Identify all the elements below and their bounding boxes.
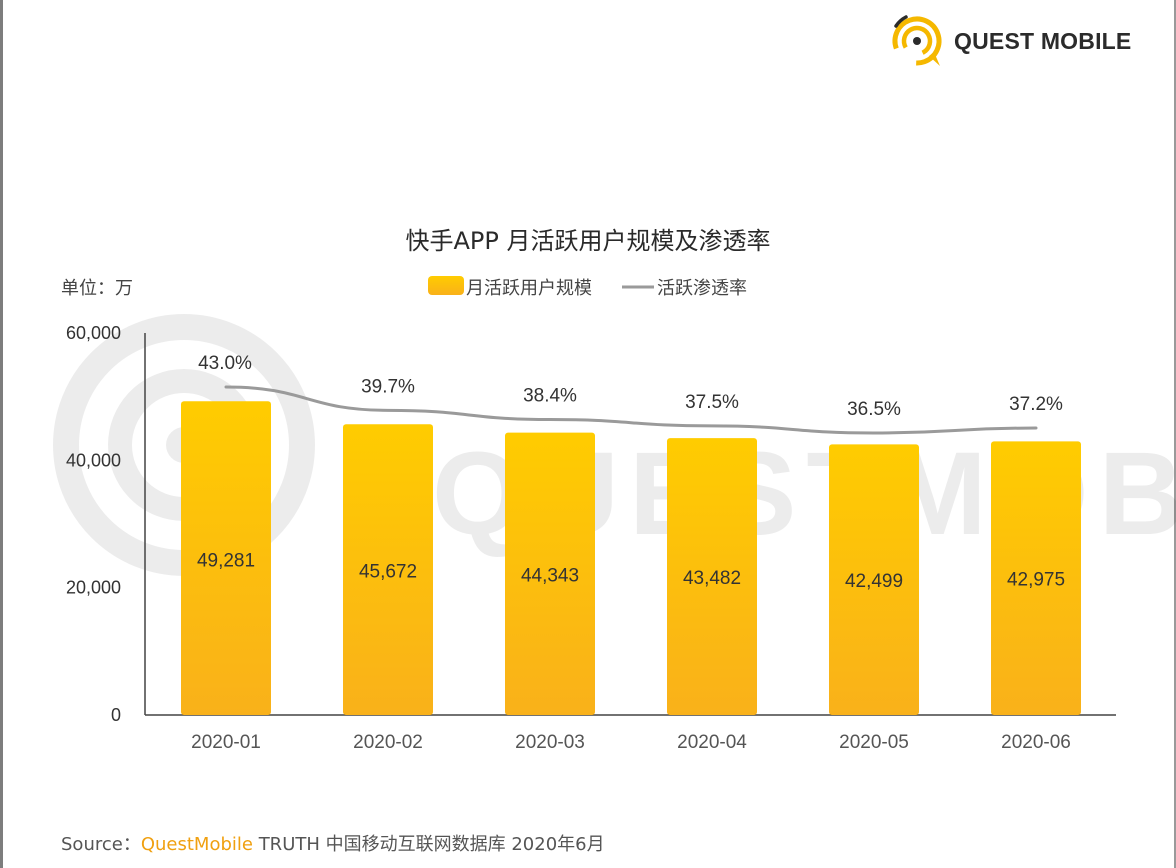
source-rest: TRUTH 中国移动互联网数据库 2020年6月 bbox=[252, 834, 605, 855]
penetration-label: 43.0% bbox=[198, 353, 252, 374]
penetration-label: 37.5% bbox=[685, 392, 739, 413]
legend-bar-swatch bbox=[428, 276, 464, 295]
x-tick-label: 2020-03 bbox=[515, 732, 585, 753]
penetration-label: 38.4% bbox=[523, 386, 577, 407]
bar-value-label: 49,281 bbox=[197, 550, 255, 571]
source-prefix: Source： bbox=[61, 834, 141, 855]
source-brand: QuestMobile bbox=[140, 834, 253, 855]
bar-2020-05 bbox=[829, 444, 919, 715]
bar-2020-04 bbox=[667, 438, 757, 715]
bar-value-label: 44,343 bbox=[521, 565, 579, 586]
x-tick-label: 2020-05 bbox=[839, 732, 909, 753]
y-tick-label: 0 bbox=[111, 705, 121, 725]
bar-2020-02 bbox=[343, 424, 433, 715]
bar-2020-03 bbox=[505, 432, 595, 715]
legend-bar-label: 月活跃用户规模 bbox=[466, 278, 592, 299]
x-tick-label: 2020-01 bbox=[191, 732, 261, 753]
bar-value-label: 42,975 bbox=[1007, 570, 1065, 591]
bar-value-label: 43,482 bbox=[683, 568, 741, 589]
bar-2020-01 bbox=[181, 401, 271, 715]
bar-value-labels: 49,281 45,672 44,343 43,482 42,499 42,975 bbox=[197, 550, 1065, 592]
penetration-label: 37.2% bbox=[1009, 394, 1063, 415]
logo-text: QUEST MOBILE bbox=[954, 27, 1132, 54]
right-border bbox=[1174, 0, 1176, 868]
bar-value-label: 45,672 bbox=[359, 561, 417, 582]
bars bbox=[181, 401, 1081, 715]
y-tick-label: 40,000 bbox=[66, 450, 121, 470]
left-border bbox=[0, 0, 3, 868]
penetration-labels: 43.0% 39.7% 38.4% 37.5% 36.5% 37.2% bbox=[198, 353, 1063, 420]
x-tick-label: 2020-04 bbox=[677, 732, 747, 753]
bar-2020-06 bbox=[991, 441, 1081, 715]
y-tick-label: 20,000 bbox=[66, 578, 121, 598]
unit-label: 单位：万 bbox=[61, 278, 133, 299]
penetration-label: 39.7% bbox=[361, 376, 415, 397]
quest-mobile-logo: QUEST MOBILE bbox=[888, 12, 1131, 70]
legend-line-label: 活跃渗透率 bbox=[657, 278, 747, 299]
source-note: Source：QuestMobile TRUTH 中国移动互联网数据库 2020… bbox=[61, 830, 605, 856]
penetration-line bbox=[224, 385, 1038, 435]
y-tick-labels: 0 20,000 40,000 60,000 bbox=[66, 323, 121, 725]
x-tick-label: 2020-02 bbox=[353, 732, 423, 753]
x-tick-label: 2020-06 bbox=[1001, 732, 1071, 753]
bar-value-label: 42,499 bbox=[845, 571, 903, 592]
chart-title: 快手APP 月活跃用户规模及渗透率 bbox=[406, 227, 771, 255]
y-tick-label: 60,000 bbox=[66, 323, 121, 343]
legend: 月活跃用户规模 活跃渗透率 bbox=[428, 276, 747, 299]
x-tick-labels: 2020-01 2020-02 2020-03 2020-04 2020-05 2020-… bbox=[191, 732, 1071, 753]
penetration-label: 36.5% bbox=[847, 399, 901, 420]
quest-mobile-logo-icon bbox=[892, 15, 942, 66]
